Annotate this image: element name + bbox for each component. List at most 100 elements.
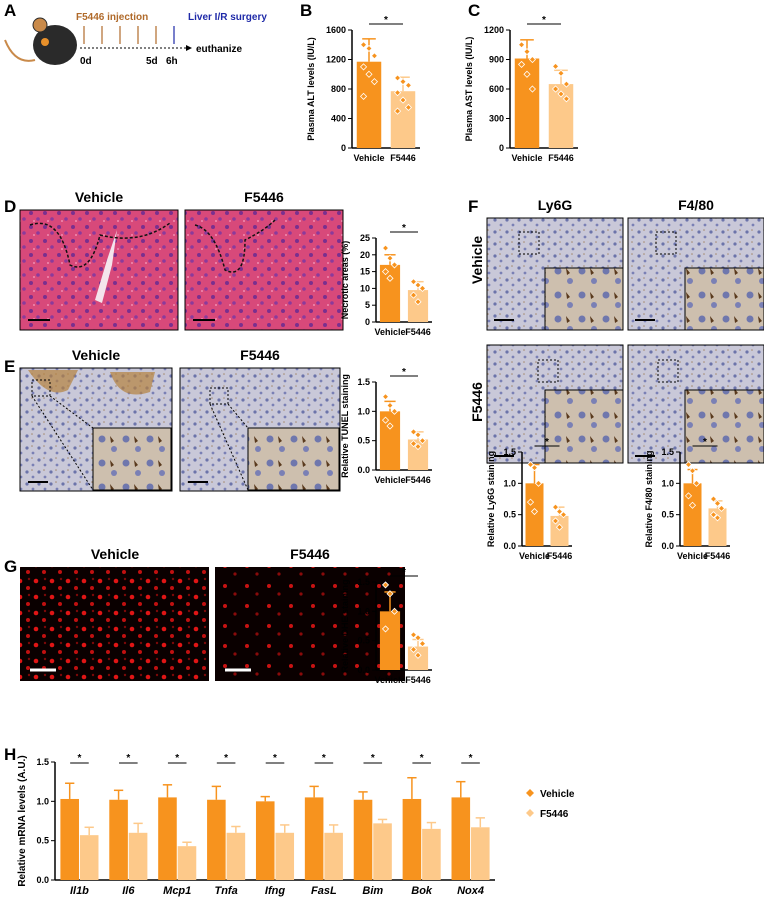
data-point — [370, 52, 379, 60]
y-axis-label: Relative DHE staining — [340, 579, 350, 672]
x-tick-label: Vehicle — [353, 153, 384, 163]
significance: * — [402, 567, 406, 578]
zoom-box — [31, 379, 51, 397]
y-tick-label: 20 — [360, 250, 370, 260]
y-tick-label: 0.5 — [357, 636, 370, 646]
bar — [304, 797, 324, 880]
data-point — [562, 80, 571, 88]
significance: * — [402, 223, 406, 234]
y-tick-label: 0.5 — [503, 510, 516, 520]
zoom-box — [655, 231, 677, 255]
data-point — [418, 437, 427, 445]
data-point — [717, 504, 726, 512]
y-tick-label: 5 — [365, 300, 370, 310]
bar — [373, 823, 392, 880]
data-point — [713, 499, 722, 507]
y-axis-label: Plasma AST levels (IU/L) — [464, 37, 474, 142]
bar — [177, 846, 197, 880]
x-tick-label: Il1b — [70, 885, 89, 897]
legend-label: F5446 — [540, 809, 569, 820]
panel-label: B — [300, 1, 312, 20]
data-point — [409, 291, 418, 299]
data-point — [359, 92, 368, 100]
y-axis-label: Relative TUNEL staining — [340, 374, 350, 478]
bar — [324, 832, 343, 880]
y-axis-label: Relative Ly6G staining — [486, 451, 496, 547]
data-point — [393, 107, 402, 115]
mouse-eye — [41, 38, 49, 46]
y-tick-label: 0.0 — [357, 665, 370, 675]
x-tick-label: Mcp1 — [163, 885, 191, 897]
bar — [708, 508, 727, 546]
y-tick-label: 1.5 — [661, 447, 674, 457]
data-point — [390, 607, 399, 615]
inset — [684, 389, 764, 464]
timeline-arrow — [186, 45, 192, 51]
inset — [92, 427, 172, 491]
bar — [255, 801, 275, 880]
data-point — [557, 90, 565, 98]
data-point — [414, 281, 422, 289]
schematic-text: 0d — [80, 56, 92, 67]
data-point — [365, 44, 373, 53]
x-tick-label: F5446 — [390, 153, 416, 163]
x-tick-label: F5446 — [405, 475, 431, 485]
y-tick-label: 0 — [499, 143, 504, 153]
data-point — [386, 590, 394, 598]
mouse-icon — [33, 25, 77, 65]
data-point — [409, 631, 418, 639]
data-point — [404, 81, 413, 89]
data-point — [386, 422, 394, 430]
vessel — [95, 230, 117, 303]
y-tick-label: 1.0 — [503, 478, 516, 488]
data-point — [381, 244, 390, 252]
bar — [402, 798, 422, 880]
data-point — [709, 495, 718, 503]
data-point — [409, 278, 418, 286]
data-point — [386, 254, 394, 262]
data-point — [692, 479, 701, 487]
data-point — [399, 78, 407, 86]
data-point — [381, 581, 390, 589]
y-tick-label: 0 — [365, 317, 370, 327]
x-tick-label: FasL — [311, 885, 337, 897]
significance: * — [126, 753, 130, 764]
image-label: Ly6G — [538, 197, 573, 213]
y-tick-label: 25 — [360, 233, 370, 243]
panel-label: D — [4, 197, 16, 216]
x-tick-label: Il6 — [122, 885, 135, 897]
x-tick-label: Tnfa — [214, 885, 237, 897]
y-tick-label: 1.0 — [357, 606, 370, 616]
data-point — [688, 501, 697, 509]
data-point — [559, 511, 568, 519]
y-tick-label: 0.5 — [36, 836, 49, 846]
bar — [471, 827, 490, 880]
bar — [379, 411, 401, 470]
image-label: Vehicle — [469, 236, 485, 284]
y-tick-label: 1600 — [326, 25, 346, 35]
schematic-text: 6h — [166, 56, 178, 67]
data-point — [555, 507, 564, 516]
y-tick-label: 1.0 — [661, 478, 674, 488]
y-tick-label: 900 — [489, 55, 504, 65]
mouse-tail — [4, 39, 36, 62]
data-point — [414, 634, 422, 642]
y-tick-label: 1.5 — [357, 577, 370, 587]
y-tick-label: 10 — [360, 283, 370, 293]
x-tick-label: Bim — [362, 885, 383, 897]
data-point — [365, 70, 373, 78]
image-label: F5446 — [290, 546, 330, 562]
data-point — [399, 96, 407, 104]
y-axis-label: Necrotic areas (%) — [340, 241, 350, 320]
schematic-text: 5d — [146, 56, 158, 67]
data-point — [709, 511, 718, 519]
dhe-image — [20, 567, 210, 681]
data-point — [409, 645, 418, 654]
data-point — [528, 85, 537, 93]
data-point — [684, 492, 693, 500]
necrosis-outline — [29, 222, 171, 268]
significance: * — [545, 437, 549, 448]
x-tick-label: Vehicle — [511, 153, 542, 163]
data-point — [359, 41, 368, 49]
data-point — [526, 460, 535, 469]
